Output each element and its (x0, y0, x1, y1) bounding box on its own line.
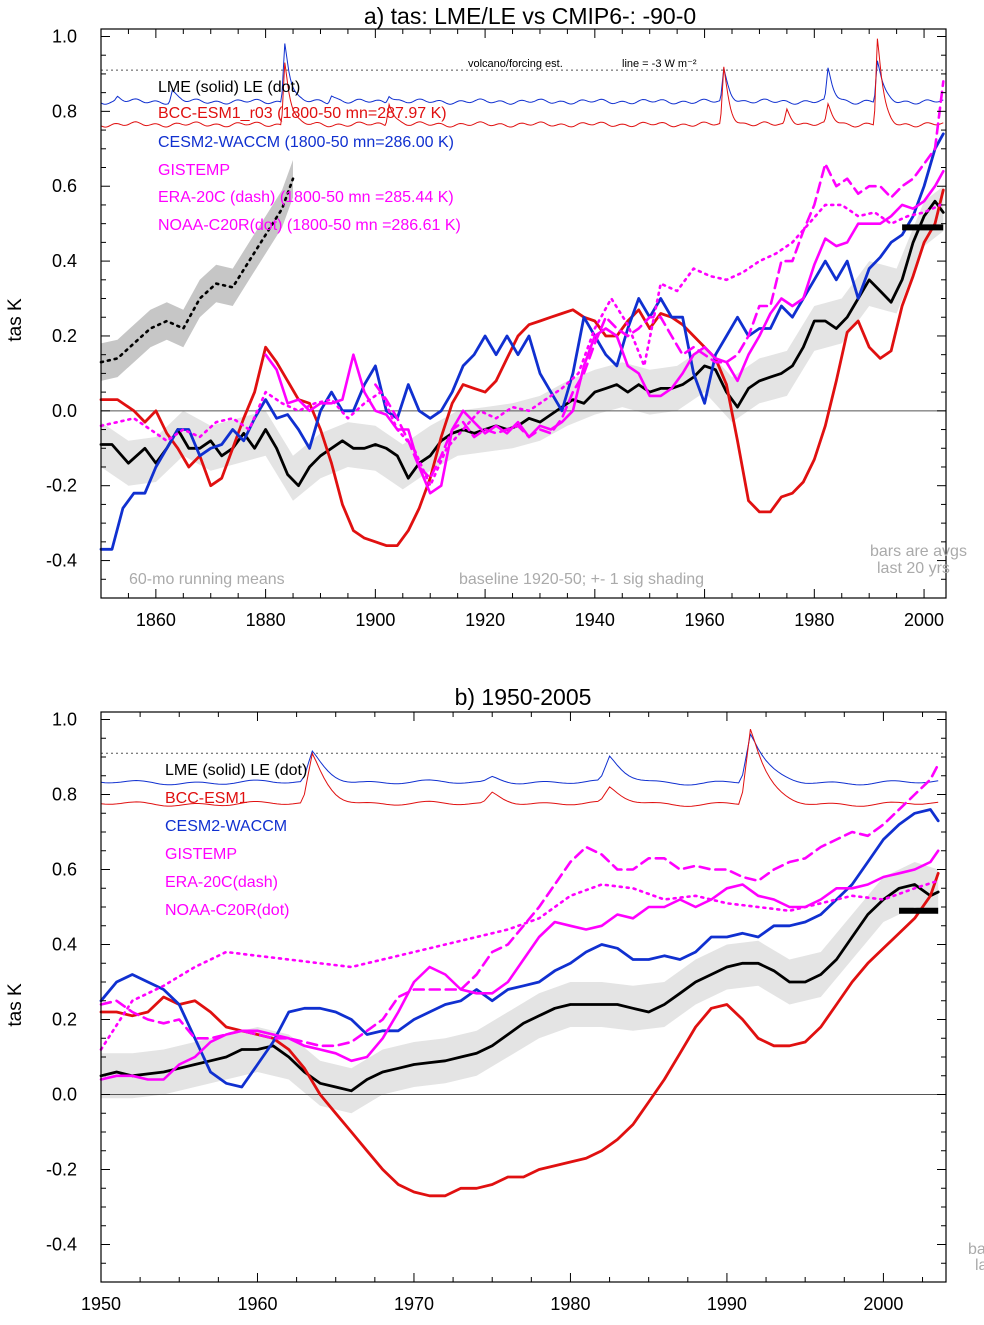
le-sigma-shading (101, 160, 293, 381)
panel-a: a) tas: LME/LE vs CMIP6-: -90-0 tas K 18… (5, 3, 967, 630)
x-tick-label: 1980 (794, 610, 834, 630)
panel-b-ylabel: tas K (5, 983, 26, 1027)
x-tick-label: 1990 (707, 1294, 747, 1314)
y-tick-label: -0.4 (46, 1235, 77, 1255)
y-tick-label: 0.4 (52, 935, 77, 955)
y-tick-label: -0.2 (46, 476, 77, 496)
legend-c20r: NOAA-C20R(dot) (165, 902, 289, 919)
forcing-curve-red (100, 38, 944, 128)
series-era20c (99, 763, 940, 1048)
x-tick-label: 2000 (863, 1294, 903, 1314)
x-tick-label: 2000 (904, 610, 944, 630)
legend-cesm: CESM2-WACCM (1800-50 mn=286.00 K) (158, 134, 454, 151)
panel-a-legend: LME (solid) LE (dot) BCC-ESM1_r03 (1800-… (158, 79, 461, 234)
x-tick-label: 1920 (465, 610, 505, 630)
panel-b-note-last20: la (975, 1257, 984, 1274)
plot-frame (100, 28, 947, 599)
x-tick-label: 1970 (394, 1294, 434, 1314)
panel-a-annotation-volcano: volcano/forcing est. (468, 58, 563, 70)
series-cesm (99, 808, 940, 1089)
series-gistemp (264, 169, 945, 495)
x-tick-label: 1980 (550, 1294, 590, 1314)
forcing-curve-blue (100, 732, 939, 786)
series-bcc (99, 188, 945, 547)
forcing-curve-red (100, 729, 939, 807)
panel-b-note-bars: ba (968, 1241, 984, 1258)
panel-b-title: b) 1950-2005 (455, 684, 592, 710)
lme-sigma-shading (101, 186, 944, 501)
legend-gistemp: GISTEMP (158, 162, 230, 179)
lme-sigma-shading (101, 862, 939, 1114)
legend-lme-le: LME (solid) LE (dot) (158, 79, 300, 96)
legend-c20r: NOAA-C20R(dot) (1800-50 mn =286.61 K) (158, 217, 461, 234)
series-le (99, 177, 295, 364)
panel-a-plot-area: 1860 1880 1900 1920 1940 1960 1980 2000 -0.4 -0.2… (46, 26, 947, 630)
series-lme (99, 883, 940, 1093)
y-tick-label: 0.6 (52, 176, 77, 196)
legend-bcc: BCC-ESM1 (165, 790, 248, 807)
y-tick-label: 0.0 (52, 401, 77, 421)
series-c20r (99, 879, 940, 1051)
legend-lme-le: LME (solid) LE (dot) (165, 762, 307, 779)
y-tick-label: -0.2 (46, 1160, 77, 1180)
legend-cesm: CESM2-WACCM (165, 818, 287, 835)
panel-a-title: a) tas: LME/LE vs CMIP6-: -90-0 (364, 3, 696, 29)
legend-era20c: ERA-20C(dash) (165, 874, 278, 891)
forcing-curve-blue (100, 43, 944, 105)
y-tick-label: 1.0 (52, 26, 77, 46)
panel-a-note-bars: bars are avgs (870, 543, 967, 560)
panel-a-note-last20: last 20 yrs (877, 560, 950, 577)
series-c20r (99, 203, 942, 487)
legend-bcc: BCC-ESM1_r03 (1800-50 mn=287.97 K) (158, 105, 447, 122)
y-tick-label: 0.2 (52, 326, 77, 346)
x-tick-label: 1940 (575, 610, 615, 630)
x-tick-label: 1900 (355, 610, 395, 630)
y-tick-label: 0.0 (52, 1085, 77, 1105)
panel-a-note-baseline: baseline 1920-50; +- 1 sig shading (459, 571, 704, 588)
y-tick-label: 0.8 (52, 785, 77, 805)
x-tick-label: 1860 (136, 610, 176, 630)
series-lme (99, 199, 945, 488)
x-tick-label: 1880 (246, 610, 286, 630)
plot-frame (100, 711, 947, 1283)
y-tick-label: -0.4 (46, 551, 77, 571)
panel-a-ylabel: tas K (5, 298, 26, 342)
x-tick-label: 1960 (237, 1294, 277, 1314)
series-era20c (374, 80, 945, 480)
y-tick-label: 0.4 (52, 251, 77, 271)
panel-b-legend: LME (solid) LE (dot) BCC-ESM1 CESM2-WACC… (165, 762, 307, 919)
y-tick-label: 0.8 (52, 101, 77, 121)
y-tick-label: 0.2 (52, 1010, 77, 1030)
y-tick-label: 0.6 (52, 860, 77, 880)
panel-b-plot-area: 1950 1960 1970 1980 1990 2000 -0.4 -0.2 0.0 0.2 0.… (46, 710, 947, 1314)
x-tick-label: 1960 (685, 610, 725, 630)
legend-era20c: ERA-20C (dash) (1800-50 mn =285.44 K) (158, 189, 454, 206)
x-tick-label: 1950 (81, 1294, 121, 1314)
panel-b: b) 1950-2005 tas K 1950 1960 1970 1980 1990 2… (5, 684, 984, 1314)
panel-a-annotation-line: line = -3 W m⁻² (622, 58, 697, 70)
legend-gistemp: GISTEMP (165, 846, 237, 863)
panel-a-note-running-means: 60-mo running means (129, 571, 285, 588)
y-tick-label: 1.0 (52, 710, 77, 730)
